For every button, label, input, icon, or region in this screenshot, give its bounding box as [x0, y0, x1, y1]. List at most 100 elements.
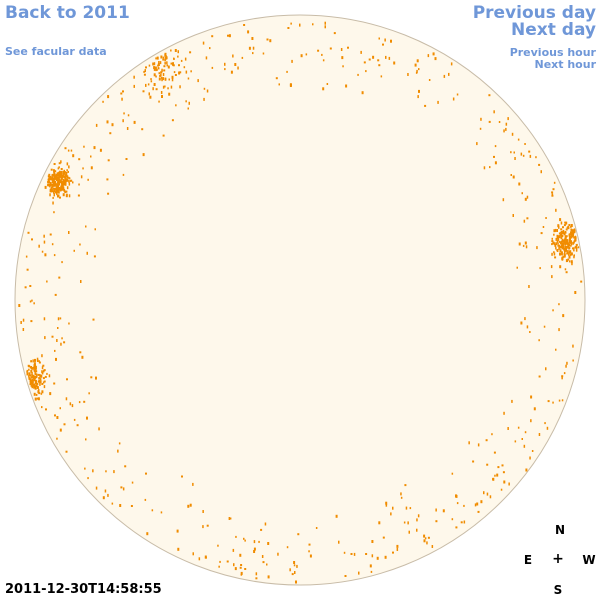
facula-point: [560, 228, 563, 231]
facula-point: [63, 174, 65, 177]
facula-point: [202, 525, 204, 529]
facula-point: [164, 85, 166, 88]
facula-point: [34, 387, 37, 390]
facula-point: [35, 384, 38, 388]
facula-point: [67, 170, 69, 173]
facula-point: [61, 170, 63, 174]
facula-point: [558, 246, 560, 250]
facula-point: [237, 66, 239, 70]
facula-point: [552, 309, 554, 312]
previous-day-link[interactable]: Previous day: [472, 3, 596, 23]
facula-point: [529, 456, 531, 460]
facula-point: [561, 399, 564, 402]
facula-point: [564, 237, 567, 241]
facula-point: [68, 322, 70, 325]
facula-point: [63, 341, 66, 344]
facula-point: [85, 225, 87, 228]
facula-point: [122, 173, 125, 176]
facula-point: [524, 241, 527, 245]
facula-point: [50, 190, 52, 193]
facula-point: [261, 555, 264, 558]
facula-point: [477, 443, 480, 447]
facula-point: [31, 385, 33, 389]
back-to-year-link[interactable]: Back to 2011: [5, 3, 130, 23]
facula-point: [144, 498, 147, 501]
facula-point: [38, 389, 40, 393]
facula-point: [38, 392, 41, 395]
facula-point: [60, 168, 63, 170]
facula-point: [567, 244, 569, 248]
facula-point: [486, 463, 489, 466]
facula-point: [529, 331, 531, 333]
facula-point: [41, 390, 44, 394]
facula-point: [163, 65, 166, 68]
facula-point: [567, 227, 570, 230]
facula-point: [57, 172, 59, 176]
facula-point: [68, 194, 71, 198]
next-hour-link[interactable]: Next hour: [534, 58, 597, 71]
facula-point: [53, 382, 56, 385]
facula-point: [535, 156, 537, 159]
see-facular-data-link[interactable]: See facular data: [5, 45, 107, 58]
facula-point: [342, 65, 344, 68]
facula-point: [573, 255, 575, 259]
facula-point: [568, 255, 571, 259]
facula-point: [53, 254, 56, 257]
facula-point: [390, 512, 392, 516]
facula-point: [560, 236, 562, 240]
facula-point: [554, 256, 557, 259]
facula-point: [538, 433, 541, 436]
facula-point: [59, 428, 62, 432]
facula-point: [555, 208, 557, 212]
facula-point: [58, 276, 61, 279]
facula-point: [524, 143, 526, 145]
facula-point: [563, 224, 566, 227]
facula-point: [565, 221, 568, 225]
facula-point: [63, 188, 65, 191]
facula-point: [153, 68, 156, 71]
facula-point: [34, 370, 36, 374]
facula-point: [131, 481, 134, 484]
facula-point: [558, 303, 560, 306]
facula-point: [57, 182, 59, 185]
facula-point: [522, 244, 525, 247]
facula-point: [573, 236, 575, 239]
previous-hour-link[interactable]: Previous hour: [509, 46, 596, 59]
facula-point: [553, 252, 556, 256]
facula-point: [179, 85, 181, 89]
facula-point: [187, 504, 190, 508]
facula-point: [569, 239, 571, 242]
facula-point: [64, 181, 67, 184]
facula-point: [36, 397, 39, 400]
facula-point: [577, 246, 580, 249]
facula-point: [555, 348, 557, 351]
facula-point: [559, 233, 562, 236]
facula-point: [42, 381, 45, 384]
facula-point: [229, 517, 232, 520]
facula-point: [358, 571, 360, 575]
facula-point: [34, 397, 37, 401]
facula-point: [64, 190, 66, 193]
facula-point: [43, 380, 46, 383]
facula-point: [296, 564, 298, 568]
facula-point: [546, 426, 549, 430]
next-day-link[interactable]: Next day: [511, 20, 596, 40]
facula-point: [559, 252, 561, 256]
facula-point: [321, 53, 323, 56]
facula-point: [36, 359, 39, 362]
facula-point: [553, 251, 555, 254]
facula-point: [550, 265, 553, 269]
facula-point: [493, 110, 495, 114]
facula-point: [517, 138, 520, 141]
facula-point: [95, 486, 98, 490]
facula-point: [203, 97, 205, 101]
facula-point: [226, 560, 229, 563]
facula-point: [153, 83, 156, 86]
facula-point: [540, 232, 543, 235]
facula-point: [571, 262, 573, 266]
facula-point: [66, 175, 69, 179]
facula-point: [35, 376, 38, 379]
facula-point: [149, 95, 152, 99]
facula-point: [171, 75, 174, 79]
facula-point: [423, 534, 426, 538]
